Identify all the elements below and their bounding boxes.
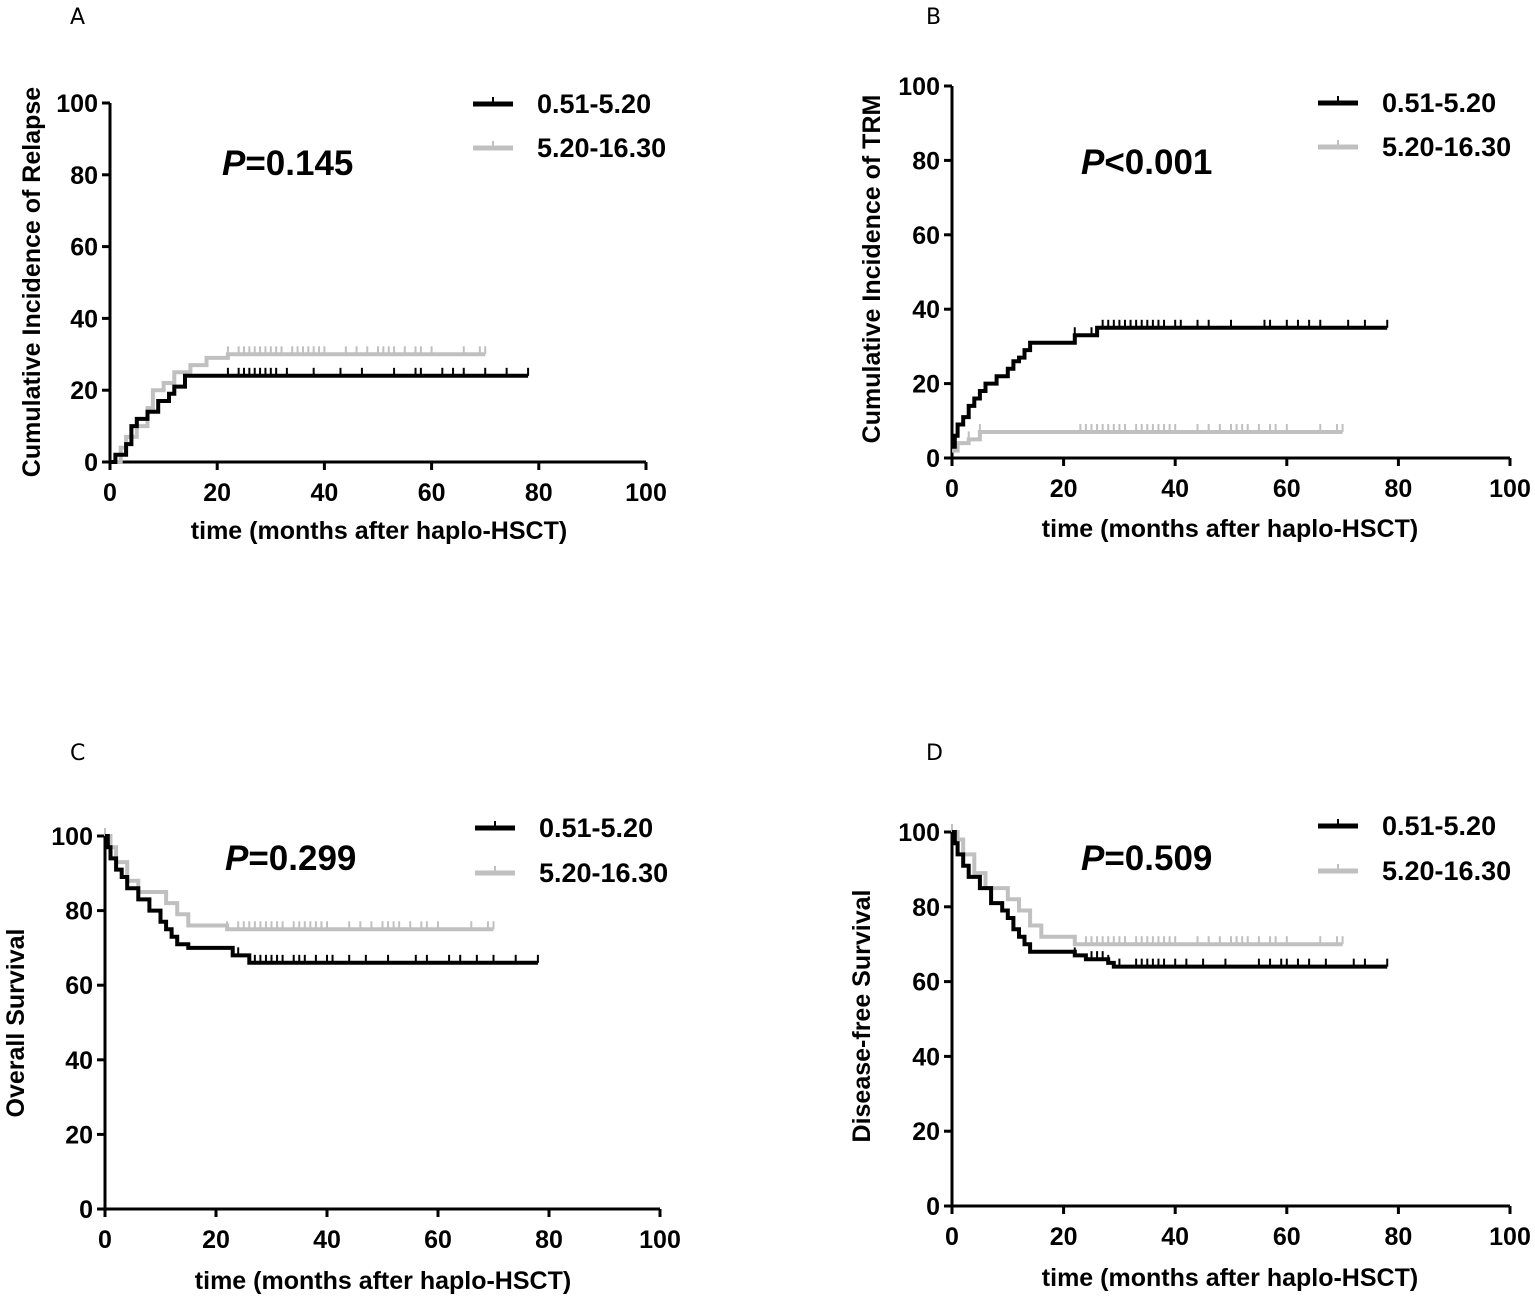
p-value-d: P=0.509 <box>1081 839 1212 878</box>
y-tick-label-b: 0 <box>926 445 940 473</box>
y-tick-label-c: 40 <box>65 1047 93 1075</box>
y-tick-label-d: 100 <box>898 819 940 847</box>
y-tick-label-a: 40 <box>70 305 98 333</box>
x-axis-title-b: time (months after haplo-HSCT) <box>1042 515 1418 543</box>
x-tick-label-b: 80 <box>1384 475 1412 503</box>
y-tick-label-d: 80 <box>912 894 940 922</box>
y-tick-label-a: 0 <box>84 449 98 477</box>
y-tick-label-a: 20 <box>70 377 98 405</box>
legend-label-c-group2: 5.20-16.30 <box>539 858 668 888</box>
legend-label-a-group1: 0.51-5.20 <box>537 89 651 119</box>
y-tick-label-b: 100 <box>898 73 940 101</box>
y-tick-label-b: 60 <box>912 222 940 250</box>
y-tick-label-c: 60 <box>65 972 93 1000</box>
x-tick-label-c: 100 <box>639 1226 681 1254</box>
y-tick-label-a: 100 <box>56 90 98 118</box>
x-tick-label-a: 40 <box>310 479 338 507</box>
y-axis-title-d: Disease-free Survival <box>848 890 876 1143</box>
x-tick-label-c: 20 <box>202 1226 230 1254</box>
panel-letter-a: A <box>70 5 85 30</box>
x-tick-label-c: 80 <box>535 1226 563 1254</box>
y-tick-label-a: 60 <box>70 234 98 262</box>
y-tick-label-b: 80 <box>912 147 940 175</box>
x-tick-label-b: 40 <box>1161 475 1189 503</box>
x-tick-label-d: 60 <box>1273 1223 1301 1251</box>
y-tick-label-d: 20 <box>912 1118 940 1146</box>
x-tick-label-b: 20 <box>1050 475 1078 503</box>
y-tick-label-d: 40 <box>912 1043 940 1071</box>
x-tick-label-c: 40 <box>313 1226 341 1254</box>
panel-letter-c: C <box>70 741 85 766</box>
x-tick-label-c: 60 <box>424 1226 452 1254</box>
panel-c: C P=0.299 0.51-5.20 5.20-16.30 time (mon… <box>2 741 681 1295</box>
x-tick-label-b: 60 <box>1273 475 1301 503</box>
y-tick-label-c: 80 <box>65 898 93 926</box>
y-tick-label-c: 20 <box>65 1121 93 1149</box>
x-tick-label-a: 100 <box>625 479 667 507</box>
legend-label-c-group1: 0.51-5.20 <box>539 813 653 843</box>
x-tick-label-d: 20 <box>1050 1223 1078 1251</box>
y-tick-label-c: 0 <box>79 1196 93 1224</box>
legend-label-b-group2: 5.20-16.30 <box>1382 132 1511 162</box>
legend-d: 0.51-5.20 5.20-16.30 <box>1318 811 1511 886</box>
legend-label-b-group1: 0.51-5.20 <box>1382 88 1496 118</box>
panel-d: D P=0.509 0.51-5.20 5.20-16.30 time (mon… <box>848 741 1531 1292</box>
series-line-b-group1 <box>952 325 1388 449</box>
y-tick-label-b: 20 <box>912 371 940 399</box>
x-tick-label-b: 100 <box>1489 475 1531 503</box>
y-tick-label-a: 80 <box>70 162 98 190</box>
x-tick-label-d: 40 <box>1161 1223 1189 1251</box>
x-tick-label-a: 0 <box>103 479 117 507</box>
y-tick-label-c: 100 <box>51 823 93 851</box>
x-tick-label-a: 60 <box>418 479 446 507</box>
x-tick-label-d: 100 <box>1489 1223 1531 1251</box>
series-line-a-group2 <box>110 352 486 464</box>
x-axis-title-c: time (months after haplo-HSCT) <box>195 1267 571 1295</box>
y-tick-label-b: 40 <box>912 296 940 324</box>
legend-b: 0.51-5.20 5.20-16.30 <box>1318 88 1511 162</box>
series-line-d-group2 <box>952 830 1343 947</box>
series-line-d-group1 <box>952 830 1388 969</box>
p-value-b: P<0.001 <box>1081 143 1212 182</box>
y-axis-title-b: Cumulative Incidence of TRM <box>858 95 886 444</box>
x-tick-label-d: 80 <box>1384 1223 1412 1251</box>
legend-a: 0.51-5.20 5.20-16.30 <box>473 89 666 163</box>
series-line-a-group1 <box>110 373 529 464</box>
y-axis-title-a: Cumulative Incidence of Relapse <box>18 87 46 477</box>
p-value-c: P=0.299 <box>225 839 356 878</box>
legend-label-a-group2: 5.20-16.30 <box>537 133 666 163</box>
panel-b: B P<0.001 0.51-5.20 5.20-16.30 time (mon… <box>858 5 1531 543</box>
panel-letter-d: D <box>926 741 943 766</box>
series-line-c-group1 <box>105 834 538 965</box>
y-axis-title-c: Overall Survival <box>2 928 30 1117</box>
y-tick-label-d: 60 <box>912 969 940 997</box>
x-tick-label-a: 20 <box>203 479 231 507</box>
panel-a: A P=0.145 0.51-5.20 5.20-16.30 time (mon… <box>18 5 667 545</box>
legend-c: 0.51-5.20 5.20-16.30 <box>475 813 668 888</box>
legend-label-d-group2: 5.20-16.30 <box>1382 856 1511 886</box>
legend-label-d-group1: 0.51-5.20 <box>1382 811 1496 841</box>
x-tick-label-d: 0 <box>945 1223 959 1251</box>
x-tick-label-c: 0 <box>98 1226 112 1254</box>
series-line-b-group2 <box>952 430 1343 453</box>
x-tick-label-a: 80 <box>525 479 553 507</box>
x-axis-title-a: time (months after haplo-HSCT) <box>191 517 567 545</box>
series-line-c-group2 <box>105 834 494 932</box>
y-tick-label-d: 0 <box>926 1193 940 1221</box>
x-tick-label-b: 0 <box>945 475 959 503</box>
x-axis-title-d: time (months after haplo-HSCT) <box>1042 1264 1418 1292</box>
panel-letter-b: B <box>926 5 941 30</box>
p-value-a: P=0.145 <box>222 144 353 183</box>
